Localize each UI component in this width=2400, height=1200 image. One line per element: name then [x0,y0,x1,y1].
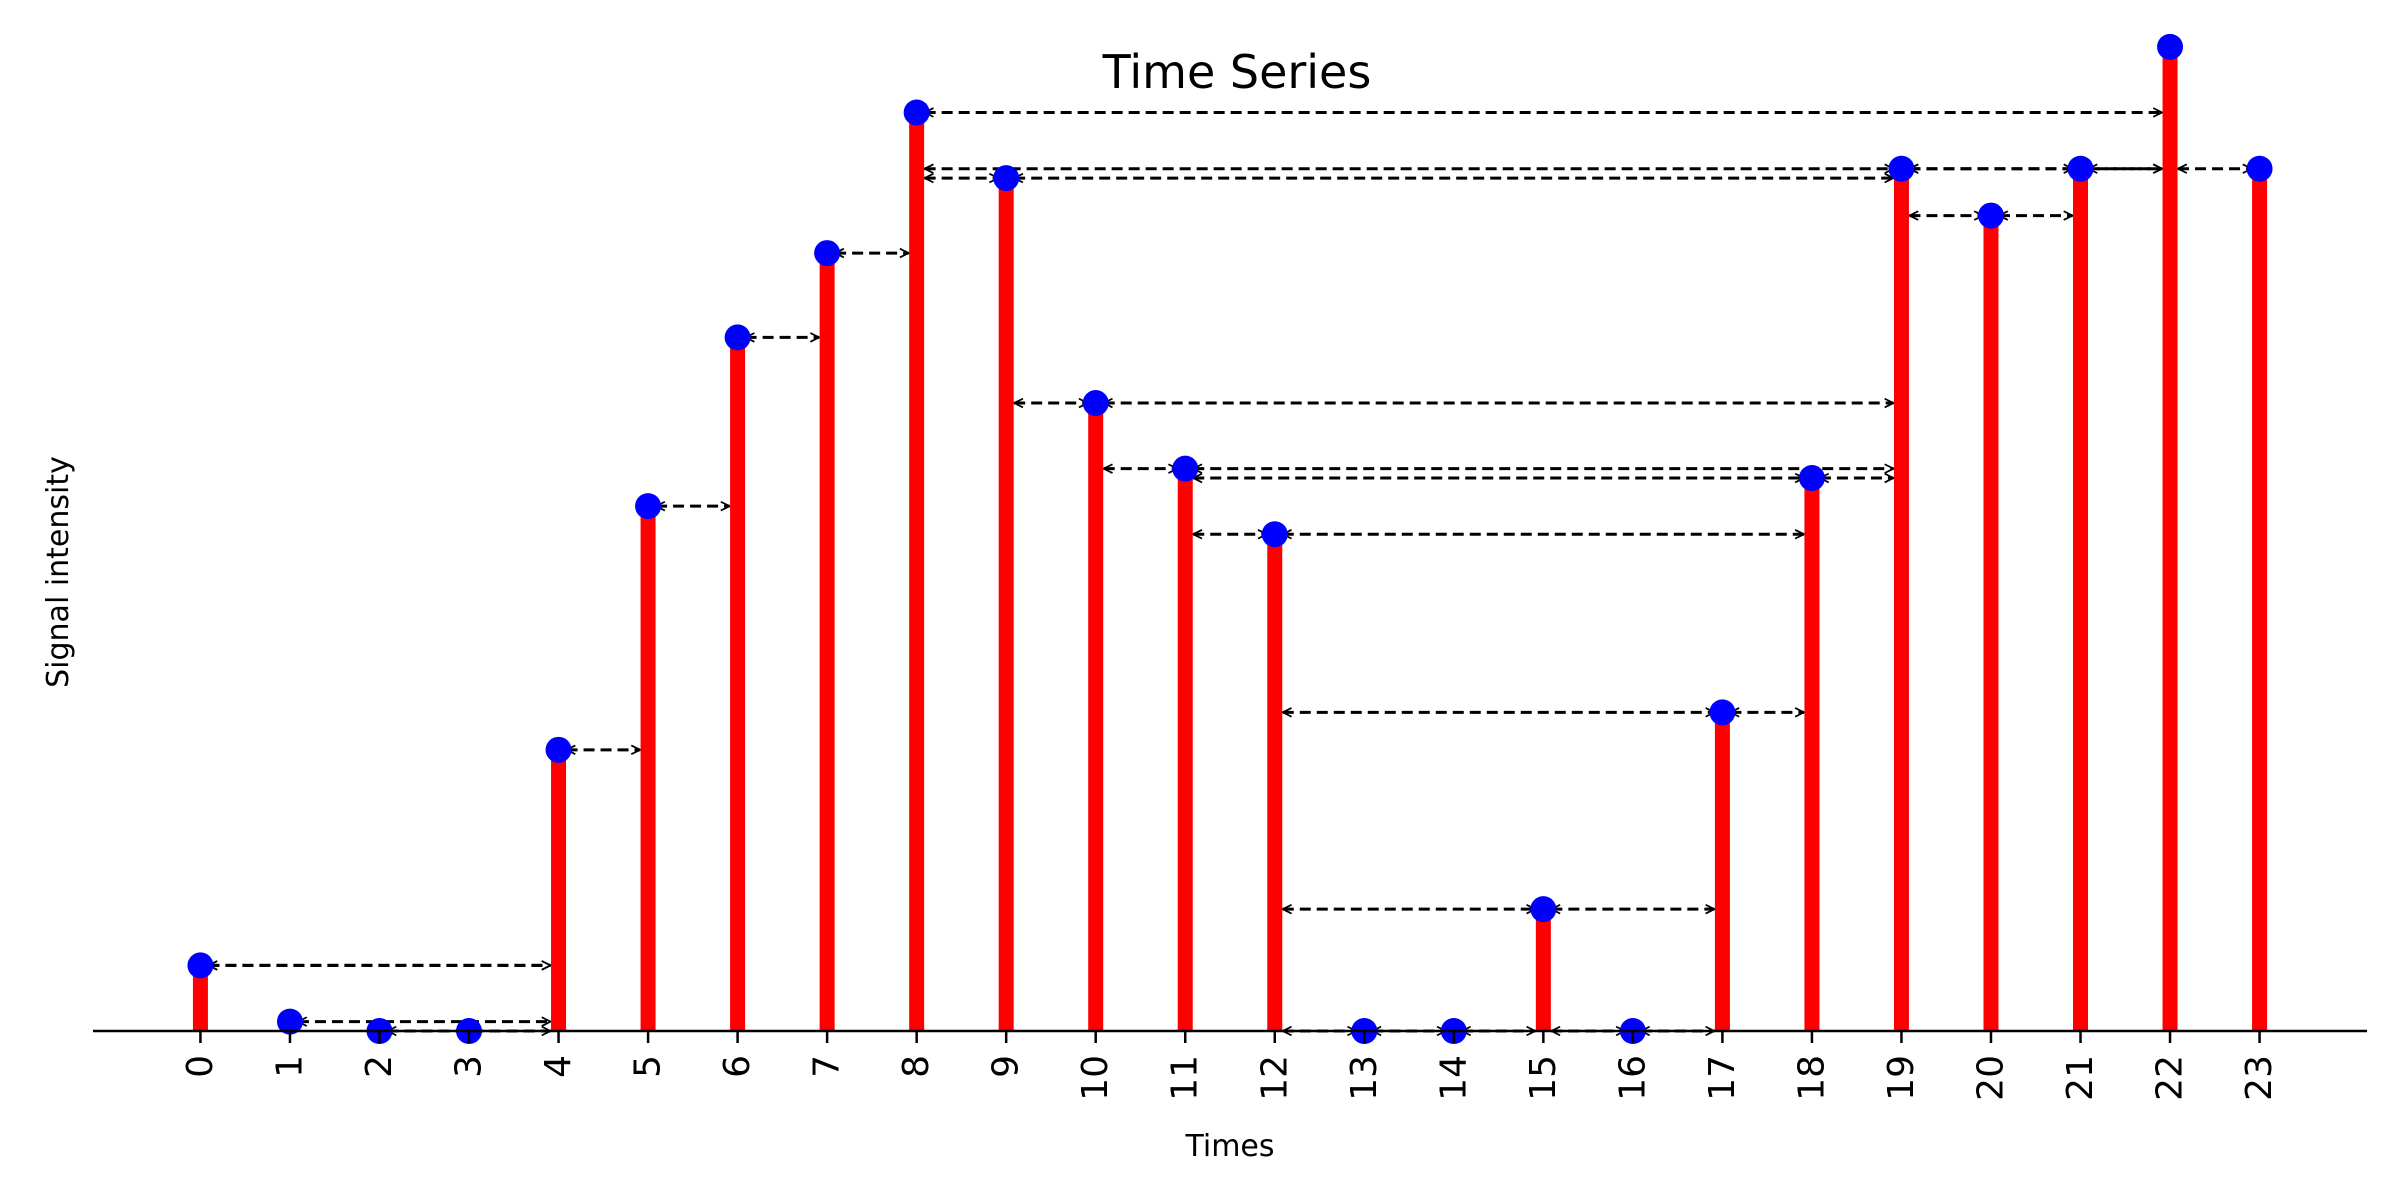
x-tick-label-11: 11 [1165,1055,1206,1101]
bar-18 [1804,478,1820,1031]
connection-arrows [208,112,2251,1031]
x-tick-label-16: 16 [1612,1055,1653,1101]
marker-0 [187,952,214,979]
marker-6 [724,324,751,351]
chart-title: Time Series [1102,45,1372,99]
x-tick-label-1: 1 [269,1055,310,1078]
marker-1 [276,1008,303,1035]
x-tick-label-21: 21 [2060,1055,2101,1101]
marker-11 [1172,455,1199,482]
x-ticks: 0 1 2 3 4 5 6 7 8 9 10 11 12 13 14 15 16 17 18 19 20 21 22 23 [180,1031,2280,1101]
marker-18 [1798,465,1825,492]
marker-8 [903,99,930,126]
marker-4 [545,736,572,763]
x-tick-label-18: 18 [1791,1055,1832,1101]
x-tick-label-2: 2 [359,1055,400,1078]
marker-5 [635,493,662,520]
bar-17 [1714,712,1730,1031]
markers [187,33,2273,1044]
bar-15 [1535,909,1551,1031]
x-tick-label-0: 0 [180,1055,221,1078]
marker-20 [1977,202,2004,229]
x-tick-label-8: 8 [896,1055,937,1078]
marker-17 [1709,699,1736,726]
marker-21 [2067,155,2094,182]
marker-23 [2246,155,2273,182]
bar-12 [1267,534,1283,1031]
y-axis-label: Signal intensity [41,456,76,688]
bar-0 [192,965,208,1031]
x-tick-label-5: 5 [628,1055,669,1078]
marker-9 [993,165,1020,192]
bar-4 [551,749,567,1031]
bars [192,46,2268,1032]
bar-11 [1177,468,1193,1031]
x-tick-label-6: 6 [717,1055,758,1078]
x-tick-label-12: 12 [1254,1055,1295,1101]
marker-19 [1888,155,1915,182]
bar-19 [1893,168,1909,1031]
x-tick-label-23: 23 [2239,1055,2280,1101]
x-tick-label-20: 20 [1970,1055,2011,1101]
x-axis-label: Times [1184,1129,1274,1164]
marker-15 [1530,896,1557,923]
x-tick-label-10: 10 [1075,1055,1116,1101]
marker-22 [2157,33,2184,60]
marker-7 [814,240,841,267]
bar-23 [2252,168,2268,1031]
x-tick-label-15: 15 [1523,1055,1564,1101]
bar-7 [819,253,835,1032]
bar-8 [909,112,925,1032]
x-tick-label-14: 14 [1433,1055,1474,1101]
x-tick-label-9: 9 [986,1055,1027,1078]
bar-9 [998,178,1014,1032]
bar-22 [2162,46,2178,1031]
marker-12 [1261,521,1288,548]
x-tick-label-17: 17 [1702,1055,1743,1101]
x-tick-label-3: 3 [449,1055,490,1078]
x-tick-label-4: 4 [538,1055,579,1078]
bar-6 [730,337,746,1031]
bar-20 [1983,215,1999,1031]
marker-10 [1082,390,1109,417]
x-tick-label-13: 13 [1344,1055,1385,1101]
bar-5 [640,506,656,1031]
bar-10 [1088,403,1104,1031]
x-tick-label-22: 22 [2150,1055,2191,1101]
bar-21 [2073,168,2089,1031]
x-tick-label-7: 7 [807,1055,848,1078]
x-tick-label-19: 19 [1881,1055,1922,1101]
